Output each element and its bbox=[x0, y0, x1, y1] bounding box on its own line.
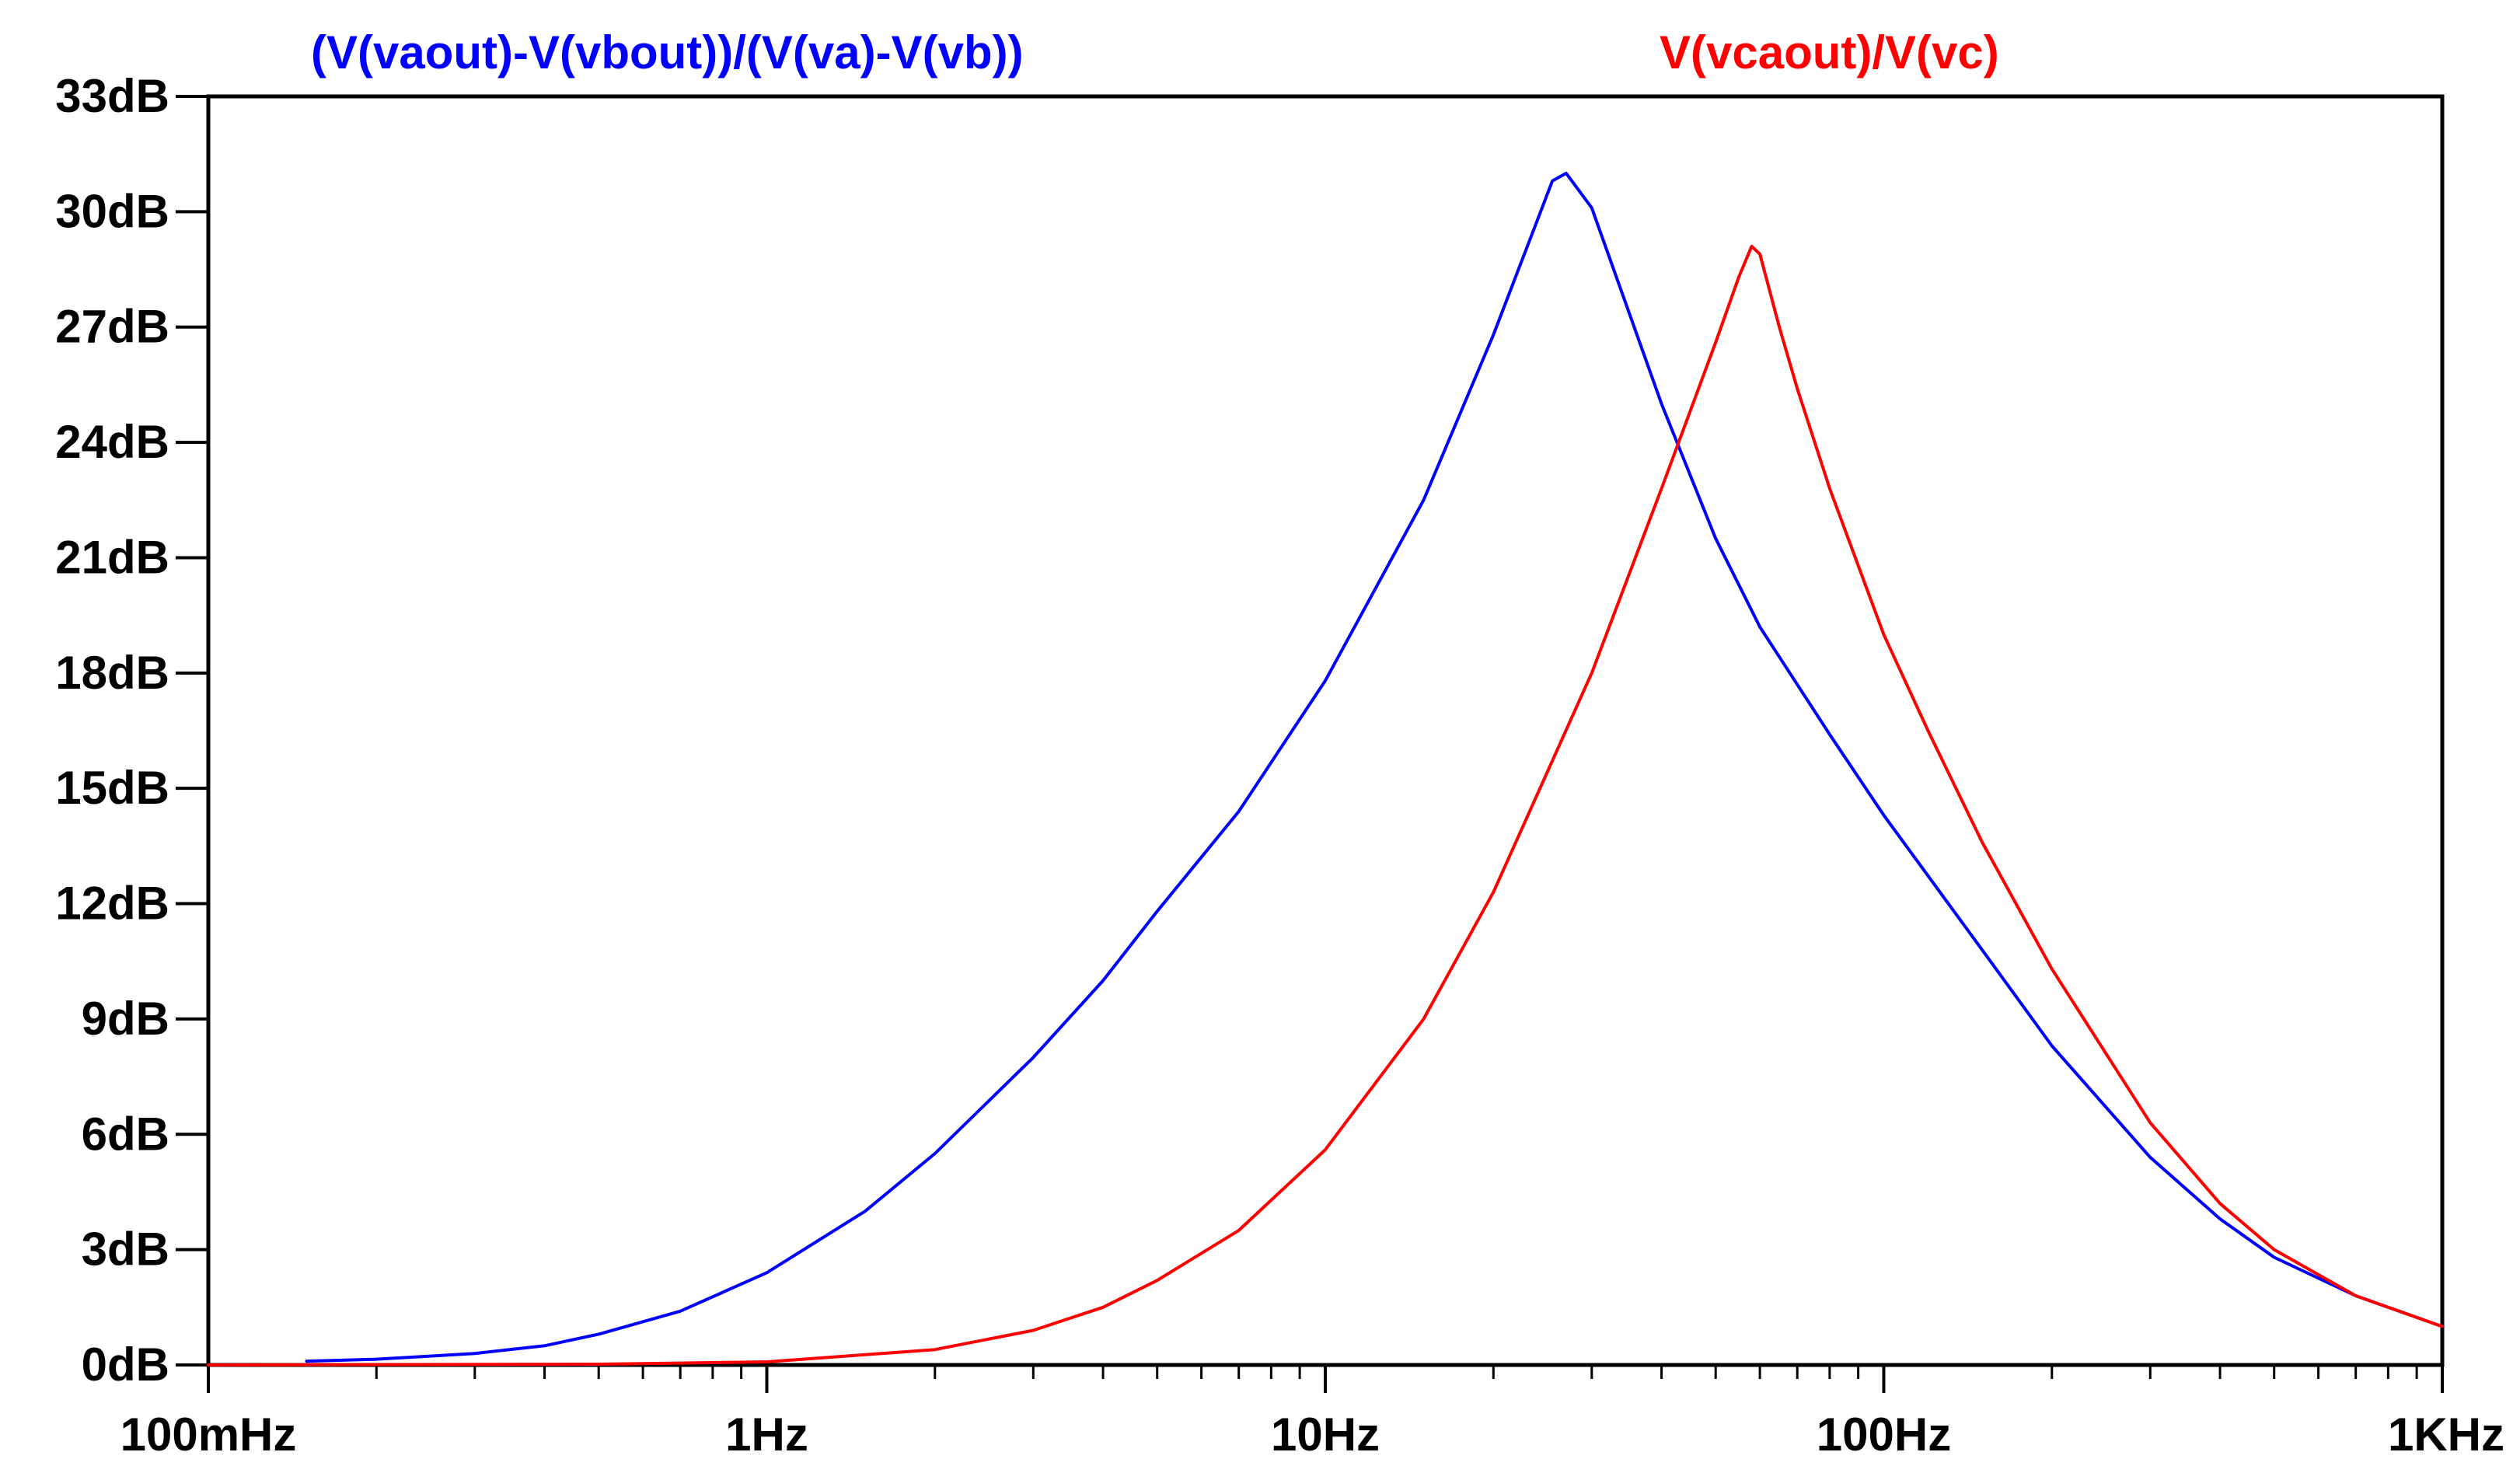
y-tick-label: 30dB bbox=[55, 185, 169, 237]
y-tick-label: 33dB bbox=[55, 70, 169, 122]
plot-frame bbox=[206, 94, 2445, 1367]
y-tick-label: 21dB bbox=[55, 531, 169, 583]
y-tick-label: 12dB bbox=[55, 878, 169, 930]
y-axis: 0dB 3dB 6dB 9dB 12dB 15dB 18dB 21dB 24dB 27dB 30dB… bbox=[55, 70, 208, 1391]
legend: (V(vaout)-V(vbout))/(V(va)-V(vb)) V(vcao… bbox=[311, 26, 1999, 79]
x-tick-label: 100Hz bbox=[1817, 1408, 1951, 1461]
y-tick-label: 3dB bbox=[82, 1223, 169, 1276]
series-line-2 bbox=[207, 244, 2444, 1367]
y-tick-label: 0dB bbox=[82, 1339, 169, 1391]
legend-label-series-2: V(vcaout)/V(vc) bbox=[1660, 26, 1999, 79]
x-tick-label: 100mHz bbox=[120, 1408, 297, 1461]
y-tick-label: 24dB bbox=[55, 416, 169, 468]
y-tick-label: 9dB bbox=[82, 993, 169, 1045]
y-tick-label: 27dB bbox=[55, 301, 169, 353]
y-tick-label: 18dB bbox=[55, 647, 169, 699]
y-tick-label: 15dB bbox=[55, 762, 169, 814]
x-tick-label: 1KHz bbox=[2388, 1408, 2504, 1461]
x-axis: 100mHz 1Hz 10Hz 100Hz 1KHz bbox=[120, 1365, 2504, 1461]
x-tick-label: 1Hz bbox=[725, 1408, 808, 1461]
legend-label-series-1: (V(vaout)-V(vbout))/(V(va)-V(vb)) bbox=[311, 26, 1024, 79]
series-line-1 bbox=[305, 171, 2444, 1363]
y-tick-label: 6dB bbox=[82, 1108, 169, 1160]
x-tick-label: 10Hz bbox=[1271, 1408, 1380, 1461]
series-group bbox=[207, 171, 2444, 1367]
